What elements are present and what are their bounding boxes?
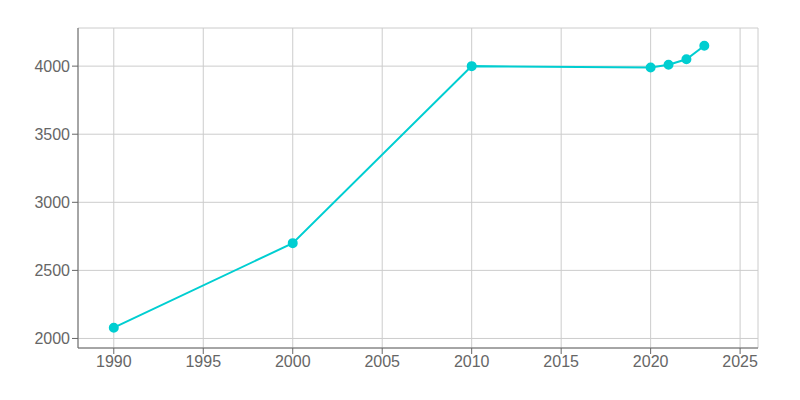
svg-text:2025: 2025 bbox=[722, 353, 758, 370]
svg-text:2000: 2000 bbox=[275, 353, 311, 370]
svg-text:2005: 2005 bbox=[364, 353, 400, 370]
svg-text:2010: 2010 bbox=[454, 353, 490, 370]
svg-text:4000: 4000 bbox=[34, 58, 70, 75]
svg-text:2015: 2015 bbox=[543, 353, 579, 370]
svg-text:1995: 1995 bbox=[185, 353, 221, 370]
svg-text:2500: 2500 bbox=[34, 262, 70, 279]
svg-text:2000: 2000 bbox=[34, 330, 70, 347]
svg-text:2020: 2020 bbox=[633, 353, 669, 370]
svg-text:3500: 3500 bbox=[34, 126, 70, 143]
svg-text:1990: 1990 bbox=[96, 353, 132, 370]
svg-text:3000: 3000 bbox=[34, 194, 70, 211]
